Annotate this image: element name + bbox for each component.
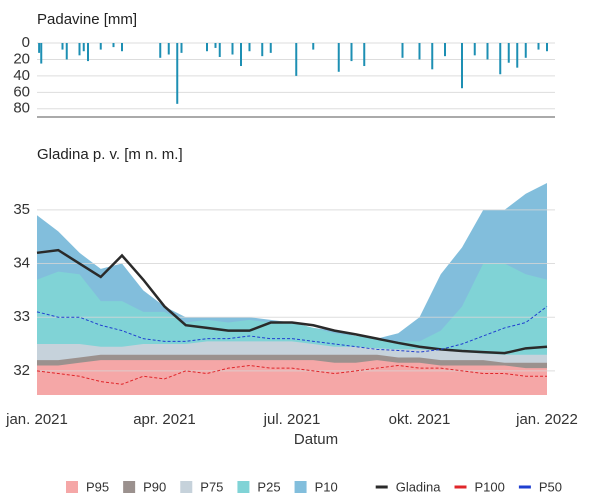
- precip-bar: [65, 43, 68, 60]
- series-line: [36, 306, 548, 353]
- y-tick-label: 34: [13, 255, 30, 272]
- precip-bar: [312, 43, 315, 50]
- precip-bar: [261, 43, 264, 57]
- precip-bar: [61, 43, 64, 50]
- precip-bar: [159, 43, 162, 58]
- precip-bar: [99, 43, 102, 50]
- legend-label: P50: [539, 479, 562, 493]
- precip-bar: [231, 43, 234, 55]
- precip-bar: [87, 43, 89, 62]
- legend-swatch: [123, 481, 136, 493]
- level-title: Gladina p. v. [m n. m.]: [37, 146, 183, 163]
- y-tick-label: 33: [13, 308, 30, 325]
- legend-swatch: [294, 481, 307, 493]
- precip-bar: [546, 43, 548, 52]
- y-tick-label: 20: [13, 50, 30, 67]
- precip-bar: [337, 43, 340, 72]
- precip-bar: [180, 43, 183, 53]
- precip-bar: [40, 43, 43, 64]
- precip-bar: [363, 43, 366, 67]
- x-axis-label: Datum: [294, 431, 338, 448]
- legend-label: P75: [200, 479, 223, 493]
- legend-label: Gladina: [396, 479, 442, 493]
- x-tick-label: jan. 2021: [5, 411, 68, 428]
- precip-bar: [167, 43, 170, 55]
- legend-label: P10: [315, 479, 338, 493]
- precip-bar: [350, 43, 353, 62]
- x-tick-label: jul. 2021: [263, 411, 321, 428]
- precip-bar: [418, 43, 421, 60]
- precip-bar: [444, 43, 446, 57]
- legend-label: P95: [86, 479, 109, 493]
- band-area: [37, 360, 547, 395]
- y-tick-label: 60: [13, 83, 30, 100]
- precip-bar: [499, 43, 502, 75]
- precip-bar: [218, 43, 221, 57]
- precip-bar: [486, 43, 489, 60]
- x-tick-label: apr. 2021: [133, 411, 196, 428]
- precip-bar: [431, 43, 434, 70]
- y-tick-label: 40: [13, 67, 30, 84]
- legend-label: P100: [475, 479, 505, 493]
- series-line: [36, 364, 547, 385]
- legend-swatch: [237, 481, 250, 493]
- precip-bar: [461, 43, 463, 89]
- series-line: [36, 248, 548, 355]
- y-tick-label: 32: [13, 362, 30, 379]
- precip-bar: [248, 43, 251, 52]
- precip-bar: [206, 43, 208, 52]
- precip-bar: [516, 43, 519, 68]
- precip-bar: [176, 43, 179, 104]
- precip-bar: [240, 43, 242, 67]
- y-tick-label: 35: [13, 201, 30, 218]
- x-tick-label: jan. 2022: [515, 411, 578, 428]
- legend-label: P25: [257, 479, 280, 493]
- precip-bar: [524, 43, 527, 58]
- precip-bar: [537, 43, 540, 50]
- precip-bar: [473, 43, 476, 56]
- legend-swatch: [180, 481, 193, 493]
- precip-title: Padavine [mm]: [37, 11, 137, 28]
- legend-label: P90: [143, 479, 166, 493]
- precip-bar: [82, 43, 85, 52]
- precip-bar: [121, 43, 123, 52]
- precip-bar: [269, 43, 272, 53]
- precip-bar: [295, 43, 298, 76]
- x-tick-label: okt. 2021: [389, 411, 451, 428]
- precip-bar: [78, 43, 81, 56]
- y-tick-label: 0: [22, 34, 30, 51]
- precip-bar: [112, 43, 115, 48]
- precip-bar: [507, 43, 510, 63]
- legend-swatch: [66, 481, 78, 493]
- precip-bar: [214, 43, 217, 48]
- precip-bar: [401, 43, 404, 58]
- precip-bar: [38, 43, 41, 53]
- y-tick-label: 80: [13, 100, 30, 117]
